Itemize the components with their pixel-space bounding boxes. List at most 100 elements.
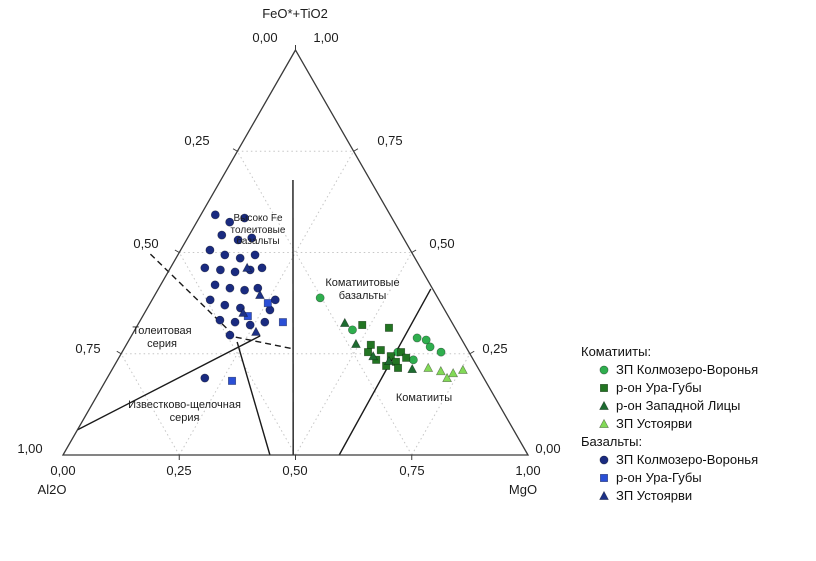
axis-label-feo-tio2: FeO*+TiO2 bbox=[262, 6, 328, 21]
data-point-basalt-ustoyarvi bbox=[238, 307, 249, 317]
data-point-basalt-kolmozero-voronya bbox=[240, 285, 249, 295]
region-label-calc-alkaline-series: Известково-щелочная серия bbox=[128, 399, 241, 424]
legend-item-label: р-он Ура-Губы bbox=[616, 379, 702, 395]
data-point-komatiite-zapadnaya-litsa bbox=[351, 338, 361, 348]
data-point-basalt-kolmozero-voronya bbox=[200, 263, 210, 273]
tick-left-1: 0,25 bbox=[184, 133, 210, 148]
legend-item-basalt-kolmozero: ЗП Колмозеро-Воронья bbox=[581, 450, 758, 468]
data-point-komatiite-ura-guba bbox=[372, 355, 381, 364]
data-point-komatiite-kolmozero-voronya bbox=[436, 347, 446, 357]
data-point-basalt-kolmozero-voronya bbox=[205, 295, 215, 305]
legend-group-title-basalts: Базальты: bbox=[581, 432, 758, 450]
tick-bottom-1: 0,25 bbox=[166, 463, 192, 478]
axis-tick bbox=[469, 350, 475, 355]
data-point-basalt-kolmozero-voronya bbox=[210, 280, 220, 290]
legend-item-komatiite-zapadnaya-litsa: р-он Западной Лицы bbox=[581, 396, 758, 414]
data-point-komatiite-zapadnaya-litsa bbox=[407, 363, 418, 374]
data-point-basalt-kolmozero-voronya bbox=[247, 233, 257, 243]
tick-bottom-2: 0,50 bbox=[282, 463, 308, 478]
data-point-basalt-ustoyarvi bbox=[251, 326, 261, 336]
region-label-komatiitic-basalts: Коматиитовые базальты bbox=[325, 277, 400, 302]
legend-marker-navy-triangle-icon bbox=[599, 490, 609, 500]
legend-marker-darkgreen-triangle-icon bbox=[599, 400, 609, 410]
data-point-komatiite-ustoyarvi bbox=[442, 372, 452, 382]
data-point-basalt-kolmozero-voronya bbox=[210, 210, 220, 220]
data-point-komatiite-kolmozero-voronya bbox=[425, 342, 435, 352]
data-point-komatiite-kolmozero-voronya bbox=[348, 325, 357, 335]
region-label-komatiites: Коматииты bbox=[395, 392, 453, 404]
data-point-basalt-ura-guba bbox=[263, 299, 272, 308]
legend-item-basalt-ura-guba: р-он Ура-Губы bbox=[581, 468, 758, 486]
gridline bbox=[120, 353, 180, 456]
legend-group-title-text: Коматииты: bbox=[581, 343, 652, 359]
data-point-basalt-kolmozero-voronya bbox=[215, 315, 225, 325]
data-point-basalt-kolmozero-voronya bbox=[230, 267, 240, 277]
data-point-komatiite-ura-guba bbox=[402, 353, 411, 362]
data-point-komatiite-ustoyarvi bbox=[448, 367, 459, 378]
data-point-komatiite-ura-guba bbox=[364, 348, 373, 357]
data-point-komatiite-kolmozero-voronya bbox=[315, 293, 325, 303]
data-point-basalt-kolmozero-voronya bbox=[257, 263, 267, 273]
tick-left-3: 0,75 bbox=[75, 341, 101, 356]
tick-bottom-3: 0,75 bbox=[399, 463, 425, 478]
data-point-basalt-kolmozero-voronya bbox=[265, 305, 275, 315]
data-point-basalt-kolmozero-voronya bbox=[205, 245, 215, 255]
tick-left-0: 0,00 bbox=[252, 30, 278, 45]
data-point-basalt-kolmozero-voronya bbox=[250, 250, 260, 260]
tick-right-1: 0,75 bbox=[377, 133, 403, 148]
data-point-komatiite-kolmozero-voronya bbox=[408, 355, 418, 365]
legend-item-label: ЗП Колмозеро-Воронья bbox=[616, 451, 759, 467]
data-point-komatiite-ustoyarvi bbox=[423, 362, 434, 372]
data-point-basalt-kolmozero-voronya bbox=[240, 213, 249, 223]
data-point-komatiite-ura-guba bbox=[386, 352, 395, 361]
legend-item-komatiite-kolmozero: ЗП Колмозеро-Воронья bbox=[581, 360, 758, 378]
legend-marker-lightgreen-triangle-icon bbox=[599, 418, 609, 428]
tick-right-3: 0,25 bbox=[482, 341, 508, 356]
data-point-basalt-kolmozero-voronya bbox=[220, 250, 230, 260]
data-point-basalt-kolmozero-voronya bbox=[260, 317, 270, 327]
gridline bbox=[411, 353, 471, 456]
data-point-komatiite-ustoyarvi bbox=[435, 365, 446, 376]
data-point-komatiite-zapadnaya-litsa bbox=[339, 317, 350, 327]
data-point-basalt-ustoyarvi bbox=[242, 262, 253, 272]
data-point-basalt-kolmozero-voronya bbox=[225, 330, 235, 340]
legend-group-title-komatiites: Коматииты: bbox=[581, 342, 758, 360]
data-point-komatiite-zapadnaya-litsa bbox=[368, 350, 379, 361]
data-point-komatiite-kolmozero-voronya bbox=[412, 333, 422, 343]
data-point-basalt-kolmozero-voronya bbox=[230, 317, 240, 327]
data-point-basalt-kolmozero-voronya bbox=[200, 373, 210, 383]
tick-left-4: 1,00 bbox=[17, 441, 43, 456]
tick-right-2: 0,50 bbox=[429, 236, 455, 251]
axis-tick bbox=[232, 148, 238, 152]
axis-tick bbox=[174, 249, 180, 253]
tick-left-2: 0,50 bbox=[133, 236, 159, 251]
legend-marker-darkgreen-square-icon bbox=[599, 383, 609, 392]
legend-group-title-text: Базальты: bbox=[581, 433, 643, 449]
tick-right-4: 0,00 bbox=[535, 441, 561, 456]
data-point-komatiite-ustoyarvi bbox=[457, 364, 468, 374]
boundary-line-solid bbox=[338, 288, 432, 456]
tick-right-0: 1,00 bbox=[313, 30, 339, 45]
data-point-komatiite-ura-guba bbox=[376, 346, 385, 355]
axis-label-mgo: MgO bbox=[508, 482, 538, 497]
legend-item-label: ЗП Устоярви bbox=[616, 415, 693, 431]
data-point-komatiite-zapadnaya-litsa bbox=[384, 355, 394, 365]
legend-item-label: р-он Западной Лицы bbox=[616, 397, 741, 413]
legend-item-basalt-ustoyarvi: ЗП Устоярви bbox=[581, 486, 758, 504]
legend-marker-blue-square-icon bbox=[599, 473, 609, 482]
tick-bottom-4: 1,00 bbox=[515, 463, 541, 478]
legend-item-komatiite-ustoyarvi: ЗП Устоярви bbox=[581, 414, 758, 432]
legend-marker-green-circle-icon bbox=[599, 365, 609, 374]
data-point-basalt-kolmozero-voronya bbox=[216, 265, 225, 275]
data-point-basalt-kolmozero-voronya bbox=[253, 283, 263, 293]
legend-item-komatiite-ura-guba: р-он Ура-Губы bbox=[581, 378, 758, 396]
axis-tick bbox=[353, 148, 359, 152]
axis-label-al2o: Al2O bbox=[37, 482, 67, 497]
legend: Коматииты: ЗП Колмозеро-Воронья р-он Ура… bbox=[581, 342, 758, 504]
boundary-line-solid bbox=[77, 335, 261, 431]
axis-tick bbox=[116, 350, 122, 355]
data-point-komatiite-ura-guba bbox=[384, 323, 393, 332]
gridline bbox=[236, 151, 413, 456]
legend-item-label: ЗП Устоярви bbox=[616, 487, 693, 503]
legend-item-label: р-он Ура-Губы bbox=[616, 469, 702, 485]
